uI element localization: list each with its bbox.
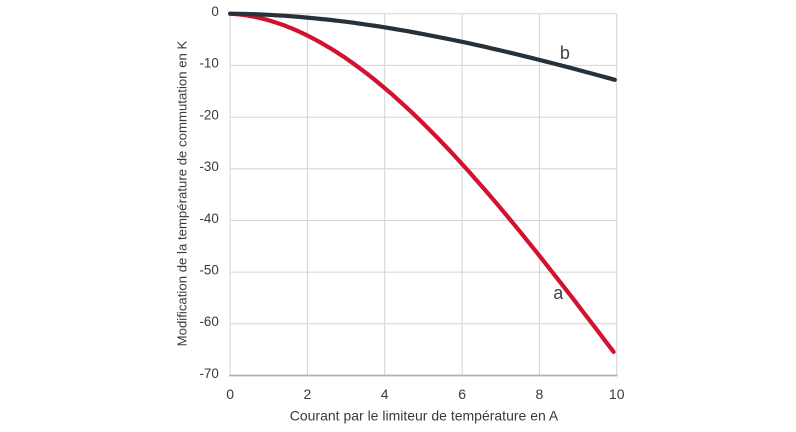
svg-text:10: 10	[609, 386, 625, 402]
svg-text:-10: -10	[199, 56, 218, 71]
svg-text:2: 2	[304, 386, 312, 402]
svg-text:Courant par le limiteur de tem: Courant par le limiteur de température e…	[290, 407, 559, 423]
svg-text:4: 4	[381, 386, 389, 402]
svg-text:a: a	[553, 283, 564, 303]
svg-text:Modification de la température: Modification de la température de commut…	[175, 40, 190, 346]
svg-text:-30: -30	[199, 159, 218, 174]
svg-text:6: 6	[458, 386, 466, 402]
svg-text:-40: -40	[199, 211, 218, 226]
svg-text:0: 0	[211, 4, 218, 19]
svg-text:-70: -70	[199, 366, 218, 381]
svg-text:0: 0	[226, 386, 234, 402]
svg-text:b: b	[560, 43, 570, 63]
svg-text:8: 8	[536, 386, 544, 402]
svg-text:-20: -20	[199, 107, 218, 122]
svg-text:-60: -60	[199, 314, 218, 329]
svg-text:-50: -50	[199, 262, 218, 277]
